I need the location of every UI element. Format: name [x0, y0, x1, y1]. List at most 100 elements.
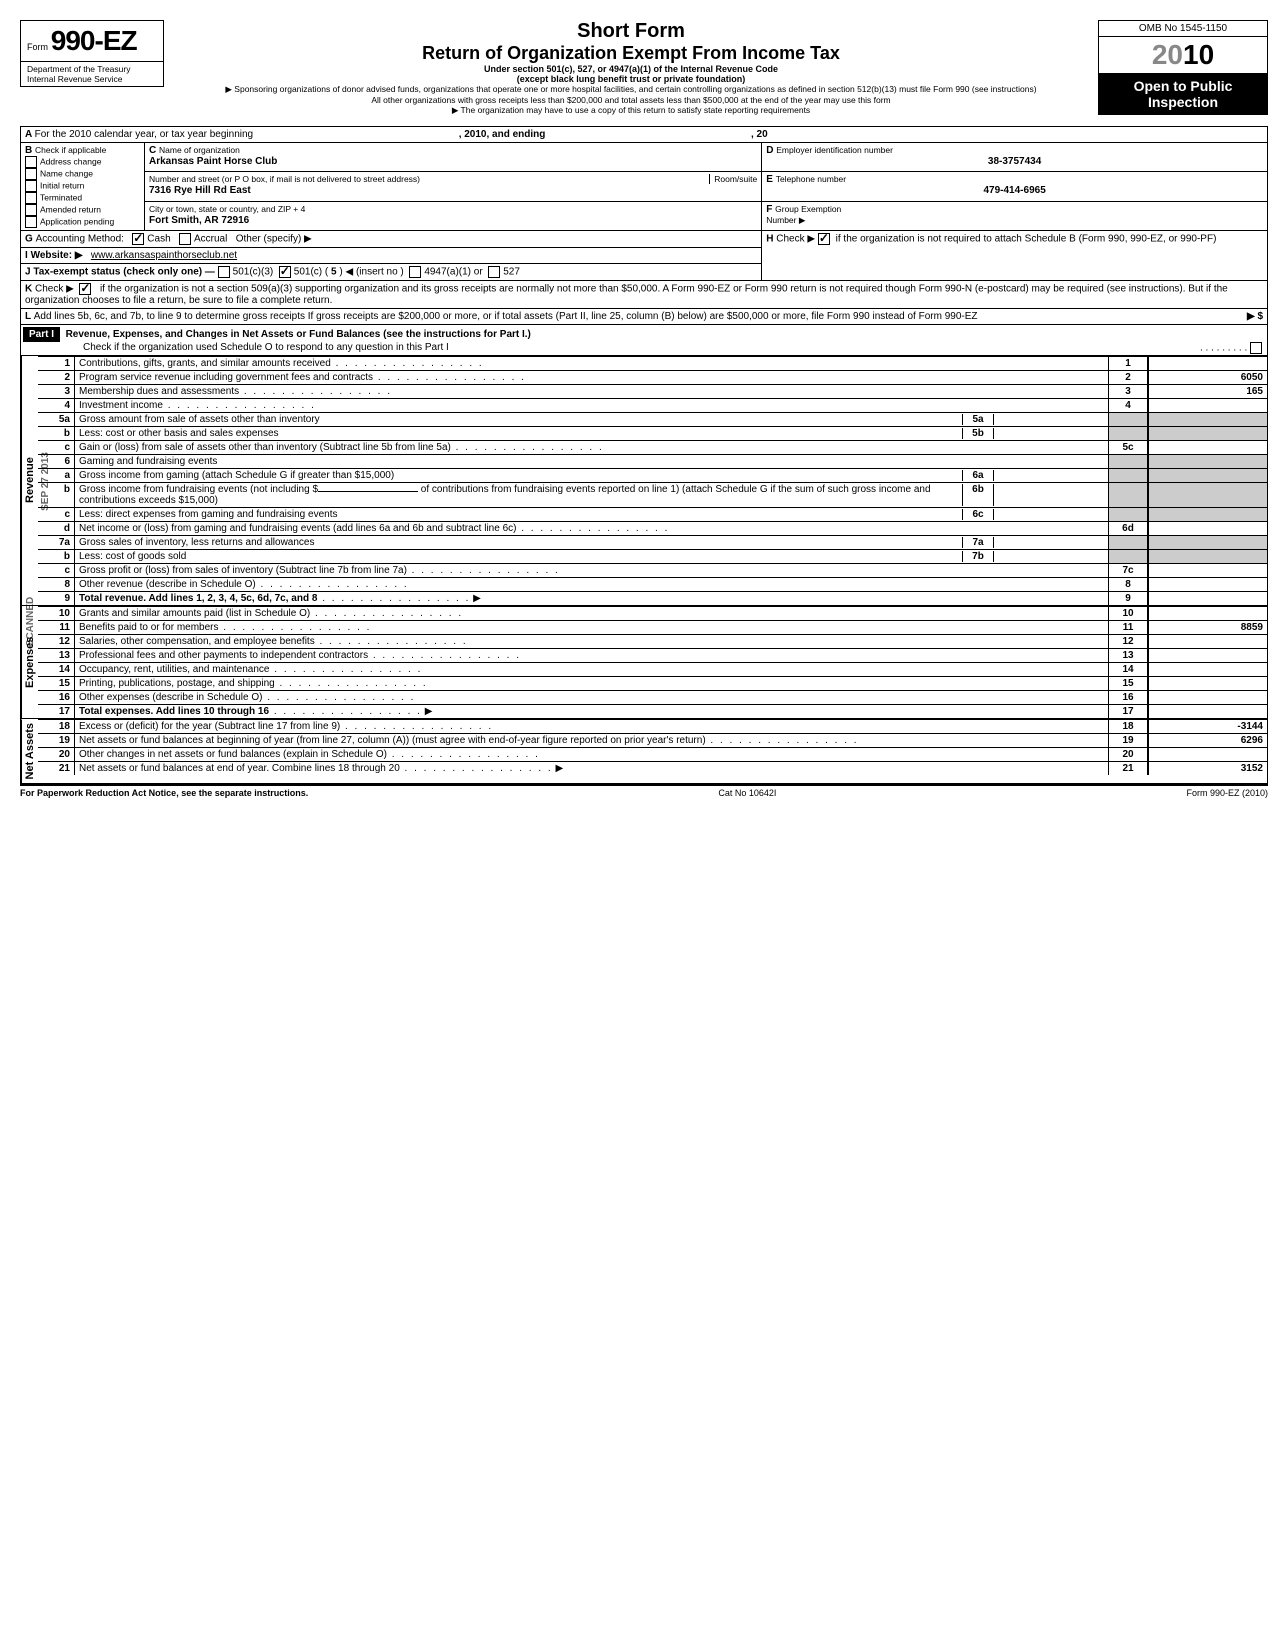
- l-text: Add lines 5b, 6c, and 7b, to line 9 to d…: [34, 311, 978, 322]
- revenue-side-label: Revenue: [21, 356, 38, 605]
- part1-label: Part I: [23, 327, 60, 342]
- line7c-desc: Gross profit or (loss) from sales of inv…: [79, 565, 407, 576]
- section-i: I Website: ▶ www.arkansaspainthorseclub.…: [21, 248, 762, 264]
- line13-desc: Professional fees and other payments to …: [79, 650, 368, 661]
- line6c-desc: Less: direct expenses from gaming and fu…: [79, 509, 962, 520]
- line11-amt: 8859: [1148, 621, 1267, 634]
- tax-year: 2010: [1098, 37, 1268, 74]
- j-527: 527: [503, 267, 520, 278]
- opt-pending: Application pending: [40, 217, 114, 227]
- h-text2: if the organization is not required to a…: [836, 234, 1217, 245]
- line13-amt: [1148, 649, 1267, 662]
- checkbox-part1-schedO[interactable]: [1250, 342, 1262, 354]
- line21-amt: 3152: [1148, 762, 1267, 775]
- line1-amt: [1148, 357, 1267, 370]
- form-number-box: Form 990-EZ: [20, 20, 164, 62]
- line10-desc: Grants and similar amounts paid (list in…: [79, 608, 310, 619]
- l-arrow: ▶ $: [1247, 311, 1263, 322]
- line6d-desc: Net income or (loss) from gaming and fun…: [79, 523, 516, 534]
- checkbox-name-change[interactable]: [25, 168, 37, 180]
- opt-terminated: Terminated: [40, 193, 82, 203]
- line8-amt: [1148, 578, 1267, 591]
- netassets-side-label: Net Assets: [21, 719, 38, 783]
- section-k: K Check ▶ if the organization is not a s…: [21, 281, 1268, 309]
- city-label: City or town, state or country, and ZIP …: [149, 204, 305, 214]
- entity-info-table: A For the 2010 calendar year, or tax yea…: [20, 126, 1268, 325]
- line-a-text: For the 2010 calendar year, or tax year …: [35, 129, 253, 140]
- subtitle2: (except black lung benefit trust or priv…: [174, 74, 1088, 84]
- short-form-label: Short Form: [174, 20, 1088, 43]
- line3-amt: 165: [1148, 385, 1267, 398]
- subtitle1: Under section 501(c), 527, or 4947(a)(1)…: [174, 64, 1088, 74]
- website-value: www.arkansaspainthorseclub.net: [91, 250, 237, 261]
- line15-desc: Printing, publications, postage, and shi…: [79, 678, 275, 689]
- section-c-name: C Name of organization Arkansas Paint Ho…: [145, 143, 762, 172]
- checkbox-pending[interactable]: [25, 216, 37, 228]
- dept-line1: Department of the Treasury: [27, 64, 157, 74]
- line19-amt: 6296: [1148, 734, 1267, 747]
- line6a-desc: Gross income from gaming (attach Schedul…: [79, 470, 962, 481]
- open-inspection: Open to Public Inspection: [1098, 74, 1268, 115]
- checkbox-501c[interactable]: [279, 266, 291, 278]
- checkbox-527[interactable]: [488, 266, 500, 278]
- omb-number: OMB No 1545-1150: [1098, 20, 1268, 37]
- line14-desc: Occupancy, rent, utilities, and maintena…: [79, 664, 269, 675]
- inspect-line2: Inspection: [1101, 94, 1265, 110]
- line4-amt: [1148, 399, 1267, 412]
- checkbox-h[interactable]: [818, 233, 830, 245]
- line5a-desc: Gross amount from sale of assets other t…: [79, 414, 962, 425]
- line5b-desc: Less: cost or other basis and sales expe…: [79, 428, 962, 439]
- main-title: Return of Organization Exempt From Incom…: [174, 43, 1088, 64]
- checkbox-address-change[interactable]: [25, 156, 37, 168]
- line20-amt: [1148, 748, 1267, 761]
- line17-amt: [1148, 705, 1267, 718]
- checkbox-amended[interactable]: [25, 204, 37, 216]
- g-other: Other (specify) ▶: [236, 234, 312, 245]
- k-label: Check ▶: [35, 284, 74, 295]
- checkbox-accrual[interactable]: [179, 233, 191, 245]
- line16-desc: Other expenses (describe in Schedule O): [79, 692, 262, 703]
- e-label: Telephone number: [776, 174, 846, 184]
- line5c-desc: Gain or (loss) from sale of assets other…: [79, 442, 451, 453]
- j-label: Tax-exempt status (check only one) —: [33, 267, 215, 278]
- line3-desc: Membership dues and assessments: [79, 386, 239, 397]
- line21-desc: Net assets or fund balances at end of ye…: [79, 763, 400, 774]
- checkbox-501c3[interactable]: [218, 266, 230, 278]
- phone-value: 479-414-6965: [766, 185, 1263, 196]
- line9-desc: Total revenue. Add lines 1, 2, 3, 4, 5c,…: [79, 593, 317, 604]
- opt-address: Address change: [40, 157, 101, 167]
- checkbox-k[interactable]: [79, 283, 91, 295]
- b-label: Check if applicable: [35, 145, 106, 155]
- right-header-box: OMB No 1545-1150 2010 Open to Public Ins…: [1098, 20, 1268, 115]
- city-value: Fort Smith, AR 72916: [149, 215, 249, 226]
- g-cash: Cash: [147, 234, 170, 245]
- line7b-desc: Less: cost of goods sold: [79, 551, 962, 562]
- section-c-city: City or town, state or country, and ZIP …: [145, 201, 762, 230]
- line18-amt: -3144: [1148, 720, 1267, 733]
- checkbox-initial-return[interactable]: [25, 180, 37, 192]
- j-c: 501(c) (: [294, 267, 328, 278]
- section-h: H Check ▶ if the organization is not req…: [762, 231, 1268, 281]
- checkbox-cash[interactable]: [132, 233, 144, 245]
- stamp-sep: SEP 27 2013: [40, 452, 51, 511]
- line6b-pre: Gross income from fundraising events (no…: [79, 484, 318, 495]
- footer-right: Form 990-EZ (2010): [1186, 788, 1268, 798]
- note1: ▶ Sponsoring organizations of donor advi…: [174, 84, 1088, 95]
- inspect-line1: Open to Public: [1101, 78, 1265, 94]
- line1-desc: Contributions, gifts, grants, and simila…: [79, 358, 331, 369]
- j-c3: 501(c)(3): [233, 267, 274, 278]
- dept-box: Department of the Treasury Internal Reve…: [20, 62, 164, 87]
- ein-value: 38-3757434: [766, 156, 1263, 167]
- line17-desc: Total expenses. Add lines 10 through 16: [79, 706, 269, 717]
- checkbox-4947[interactable]: [409, 266, 421, 278]
- dept-line2: Internal Revenue Service: [27, 74, 157, 84]
- line8-desc: Other revenue (describe in Schedule O): [79, 579, 256, 590]
- form-header: Form 990-EZ Department of the Treasury I…: [20, 20, 1268, 116]
- j-cend: ) ◀ (insert no ): [339, 267, 403, 278]
- k-text: if the organization is not a section 509…: [25, 284, 1228, 306]
- part1-title: Revenue, Expenses, and Changes in Net As…: [66, 329, 531, 340]
- line5c-amt: [1148, 441, 1267, 454]
- line7c-amt: [1148, 564, 1267, 577]
- section-e: E Telephone number 479-414-6965: [762, 172, 1268, 201]
- checkbox-terminated[interactable]: [25, 192, 37, 204]
